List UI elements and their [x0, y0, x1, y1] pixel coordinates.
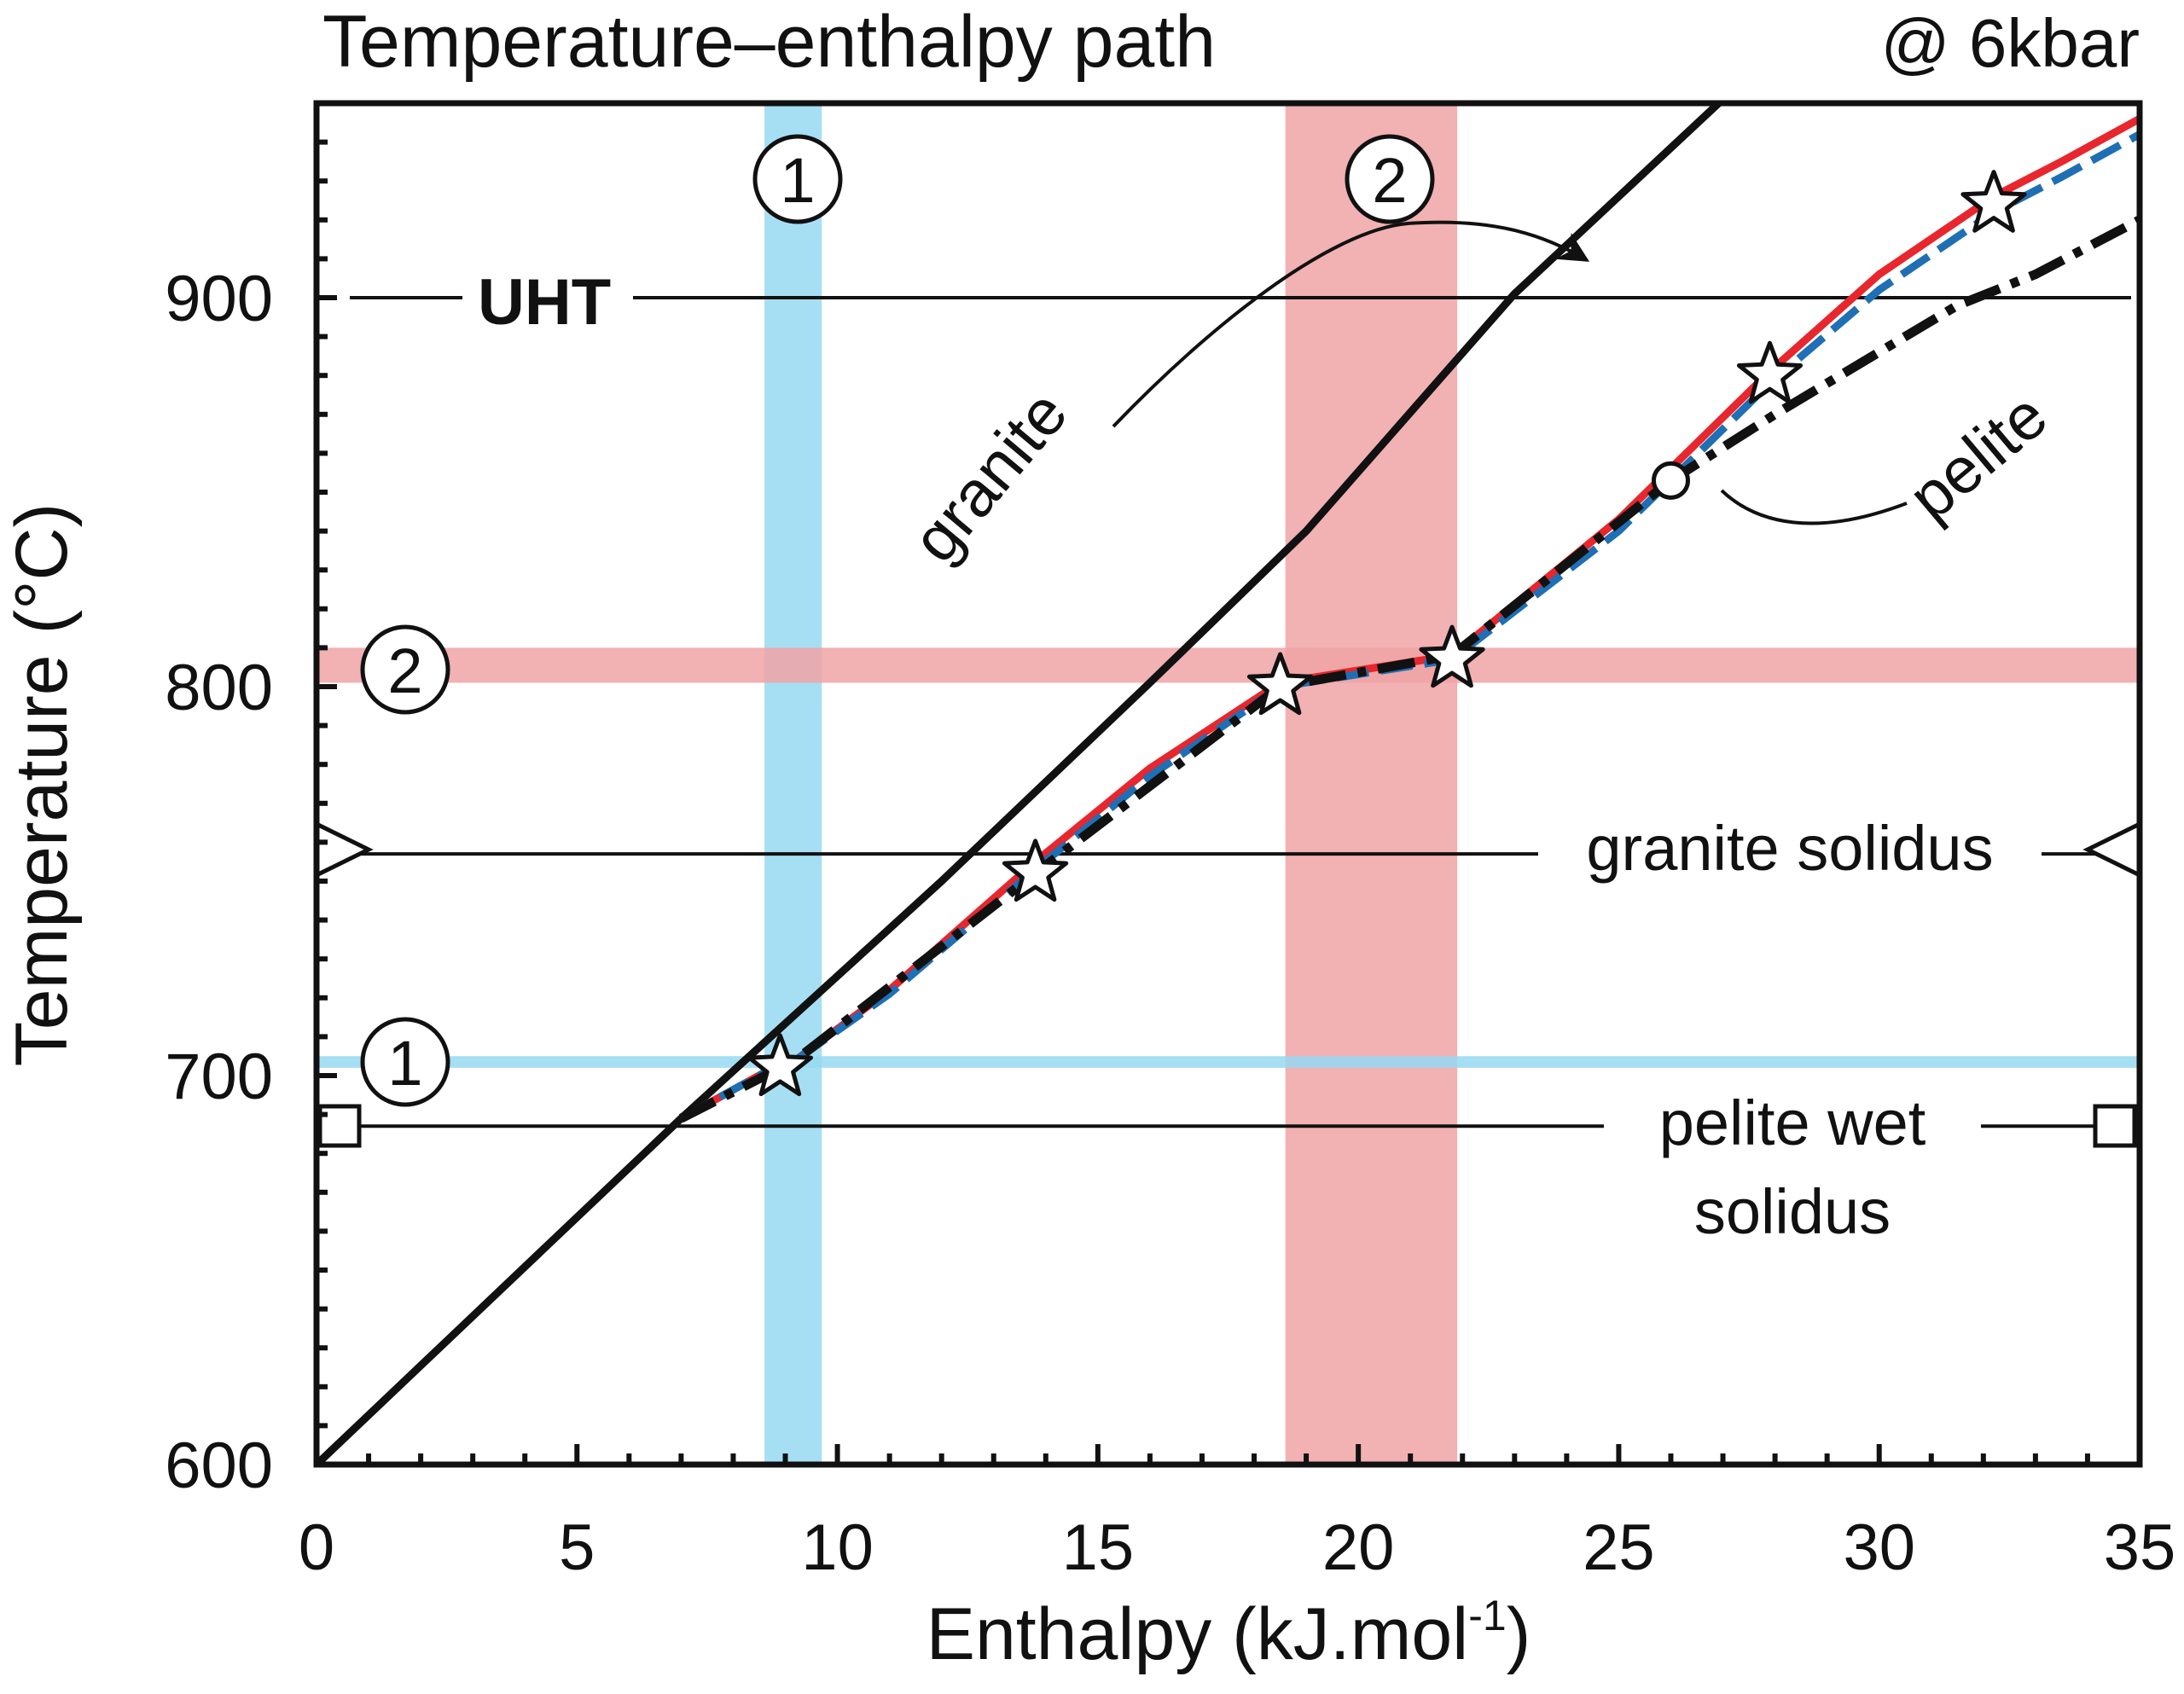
- pelite-wet-solidus-label-line2: solidus: [1694, 1176, 1891, 1247]
- highlight-bands: [317, 103, 2140, 1465]
- chart-title: Temperature–enthalpy path: [322, 1, 1216, 83]
- x-tick-label: 5: [559, 1511, 595, 1584]
- x-axis-label-text: Enthalpy (kJ.mol: [926, 1593, 1469, 1675]
- pelite-wet-solidus-label-line1: pelite wet: [1659, 1088, 1926, 1158]
- x-tick-label: 10: [801, 1511, 874, 1584]
- pelite-solidus-right-square: [2093, 1104, 2137, 1148]
- star-marker-0: [746, 1033, 813, 1097]
- band-vertical-1: [764, 103, 822, 1465]
- series-lines: [317, 103, 2140, 1465]
- x-axis-label-sup: -1: [1468, 1592, 1506, 1639]
- uht-label: UHT: [478, 266, 611, 339]
- star-marker-1: [1002, 838, 1069, 902]
- band-label-vertical-1: 1: [752, 134, 843, 224]
- chart-subtitle: @ 6kbar: [1880, 5, 2140, 81]
- band-label-horizontal-2: 2: [360, 624, 450, 715]
- pelite-open-circle-marker: [1651, 461, 1690, 500]
- x-tick-label: 15: [1062, 1511, 1135, 1584]
- band-horizontal-1: [317, 1056, 2140, 1068]
- series-line-pelite: [678, 215, 2140, 1123]
- x-tick-label: 0: [299, 1511, 334, 1584]
- star-marker-3: [1419, 624, 1485, 688]
- band-vertical-2: [1285, 103, 1458, 1465]
- y-tick-label: 900: [165, 263, 273, 335]
- pelite-annotation-label: pelite: [1896, 380, 2061, 535]
- granite-solidus-label-bg: [1538, 806, 2042, 887]
- x-tick-label: 25: [1583, 1511, 1655, 1584]
- granite-solidus-label: granite solidus: [1586, 813, 1993, 884]
- label-backgrounds: [462, 260, 2042, 1252]
- pelite-wet-solidus-label-bg: [1604, 1082, 1981, 1252]
- path-markers: [746, 170, 2027, 1097]
- star-marker-2: [1246, 652, 1314, 716]
- y-axis-label: Temperature (°C): [1, 503, 83, 1066]
- band-label-vertical-2: 2: [1345, 134, 1435, 224]
- band-label-vertical-1-text: 1: [780, 145, 815, 216]
- granite-annotation-label: granite: [898, 377, 1081, 576]
- y-tick-label: 600: [165, 1430, 273, 1502]
- pelite-annotation: pelite: [1720, 380, 2061, 535]
- granite-solidus-left-triangle: [314, 820, 374, 879]
- x-axis-label: Enthalpy (kJ.mol-1): [926, 1592, 1531, 1675]
- reference-lines: [317, 296, 2131, 1128]
- x-tick-label: 35: [2104, 1511, 2176, 1584]
- x-tick-label: 20: [1322, 1511, 1395, 1584]
- axis-ticks: 0 5 10 15 20 25 30 35 600 700 800 900: [165, 101, 2176, 1584]
- y-tick-label: 700: [165, 1041, 273, 1113]
- x-axis-label-close: ): [1507, 1593, 1531, 1675]
- x-tick-label: 30: [1843, 1511, 1915, 1584]
- granite-solidus-right-triangle: [2082, 820, 2142, 879]
- star-marker-5: [1960, 170, 2027, 233]
- band-label-horizontal-1: 1: [360, 1017, 450, 1107]
- band-label-horizontal-2-text: 2: [387, 635, 422, 706]
- pelite-annotation-leader: [1720, 489, 1908, 525]
- band-label-vertical-2-text: 2: [1372, 145, 1407, 216]
- granite-annotation-arrow: [1112, 220, 1590, 428]
- plot-frame: [313, 100, 2143, 1468]
- y-tick-label: 800: [165, 652, 273, 724]
- uht-label-bg: [462, 260, 633, 337]
- star-marker-4: [1736, 340, 1804, 404]
- band-horizontal-2: [317, 647, 2140, 683]
- granite-annotation: granite: [898, 220, 1590, 576]
- band-label-horizontal-1-text: 1: [387, 1028, 422, 1099]
